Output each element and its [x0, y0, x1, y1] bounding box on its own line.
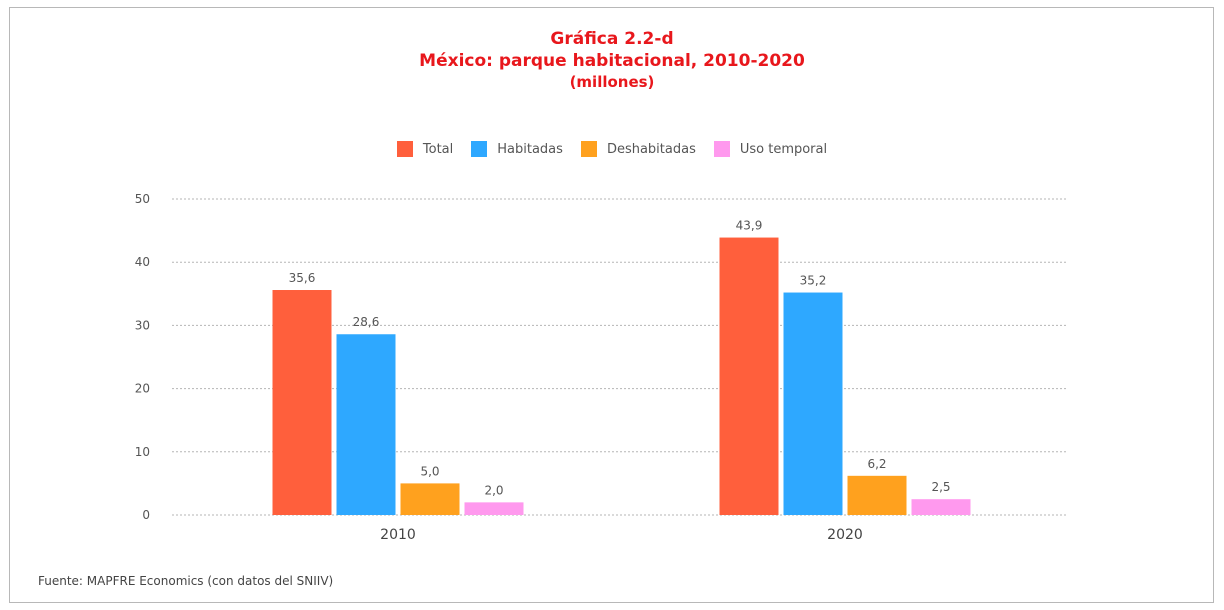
legend-item-1: Habitadas	[471, 141, 563, 157]
bar	[847, 475, 907, 515]
bar	[783, 292, 843, 515]
bar-value-label: 35,6	[289, 271, 316, 285]
bar	[911, 499, 971, 515]
bar	[400, 483, 460, 515]
y-tick-label: 30	[135, 318, 150, 332]
legend-label: Uso temporal	[739, 141, 828, 157]
bar-value-label: 35,2	[800, 274, 827, 288]
legend-swatch	[580, 141, 597, 157]
bar	[272, 290, 332, 515]
chart-title: Gráfica 2.2-d	[550, 29, 674, 49]
legend-item-3: Uso temporal	[713, 141, 828, 157]
y-tick-label: 10	[135, 445, 150, 459]
chart-legend: Total Habitadas Deshabitadas Uso temporal	[0, 141, 1224, 157]
chart-subtitle: México: parque habitacional, 2010-2020	[419, 51, 805, 71]
legend-swatch	[713, 141, 730, 157]
bar-value-label: 28,6	[353, 315, 380, 329]
legend-label: Habitadas	[497, 141, 563, 157]
bar	[336, 334, 396, 515]
y-tick-label: 0	[142, 508, 150, 522]
bar-value-label: 2,5	[931, 480, 950, 494]
x-category-label: 2020	[827, 527, 863, 543]
legend-label: Total	[422, 141, 454, 157]
source-note: Fuente: MAPFRE Economics (con datos del …	[38, 574, 334, 588]
bar-value-label: 6,2	[867, 457, 886, 471]
legend-swatch	[396, 141, 413, 157]
bar-value-label: 5,0	[420, 464, 439, 478]
bar	[719, 237, 779, 515]
legend-item-0: Total	[396, 141, 454, 157]
y-tick-label: 20	[135, 382, 150, 396]
legend-label: Deshabitadas	[606, 141, 696, 157]
legend-swatch	[471, 141, 488, 157]
x-category-label: 2010	[380, 527, 416, 543]
chart-frame	[9, 7, 1214, 603]
y-tick-label: 50	[135, 192, 150, 206]
bar-value-label: 2,0	[484, 483, 503, 497]
chart-titles: Gráfica 2.2-d México: parque habitaciona…	[0, 28, 1224, 92]
bar-value-label: 43,9	[736, 219, 763, 233]
y-tick-label: 40	[135, 255, 150, 269]
bar	[464, 502, 524, 515]
legend-item-2: Deshabitadas	[580, 141, 696, 157]
chart-units: (millones)	[569, 73, 655, 91]
